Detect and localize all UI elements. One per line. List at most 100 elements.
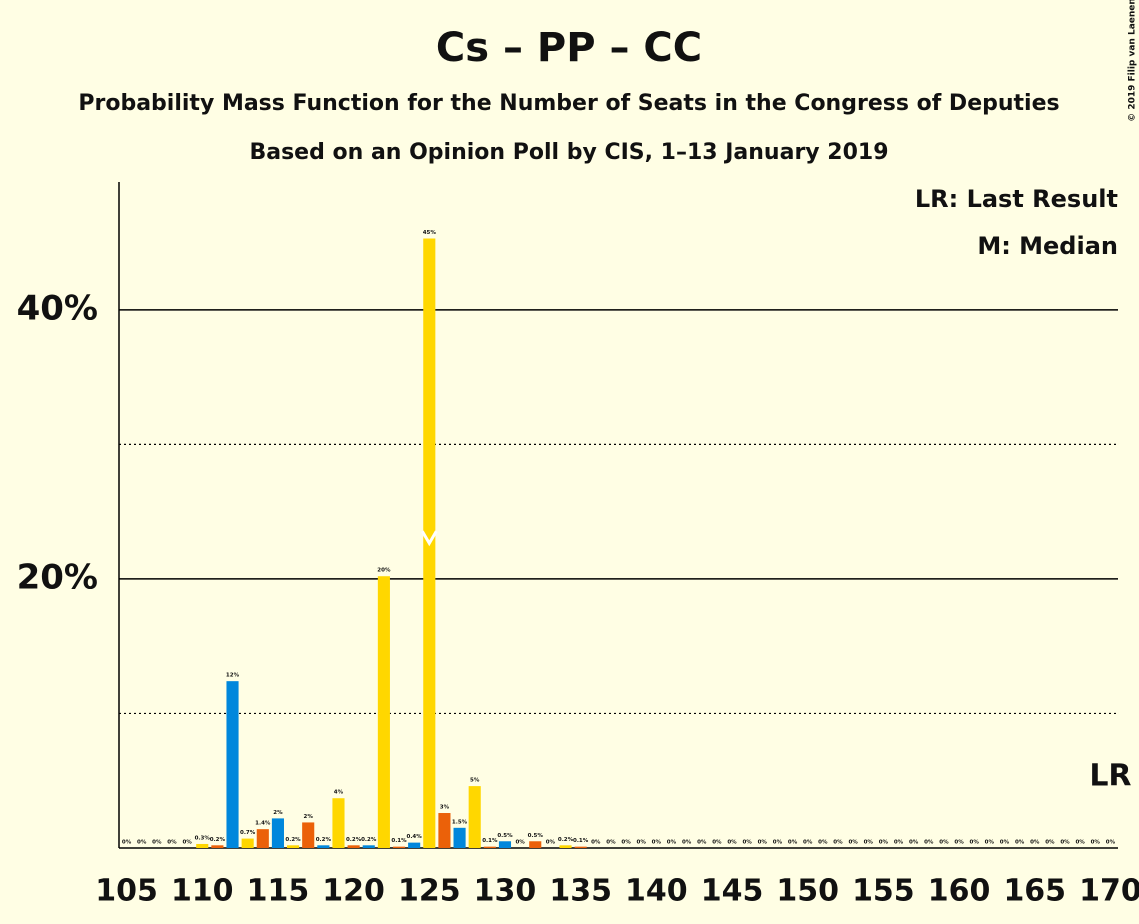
value-label: 2% <box>304 814 314 820</box>
value-label: 0% <box>818 840 828 846</box>
value-label: 0% <box>591 840 601 846</box>
value-label: 0% <box>727 840 737 846</box>
x-tick-label: 110 <box>171 874 234 909</box>
chart-title: Cs – PP – CC <box>436 25 702 71</box>
value-label: 0% <box>909 840 919 846</box>
bar <box>453 827 466 848</box>
value-label: 1.4% <box>255 821 271 827</box>
value-label: 0.5% <box>497 833 513 839</box>
value-label: 0% <box>152 840 162 846</box>
last-result-marker: LR <box>1089 759 1131 794</box>
value-label: 0% <box>1091 840 1101 846</box>
bar <box>408 842 421 848</box>
value-label: 0.2% <box>285 837 301 843</box>
value-label: 0.2% <box>210 837 226 843</box>
y-tick-label: 20% <box>17 557 98 597</box>
value-label: 0% <box>758 840 768 846</box>
median-marker <box>420 530 438 547</box>
value-label: 0% <box>1060 840 1070 846</box>
legend-text: M: Median <box>977 232 1118 260</box>
x-tick-label: 135 <box>549 874 612 909</box>
value-label: 0% <box>1075 840 1085 846</box>
value-label: 0% <box>1015 840 1025 846</box>
value-label: 12% <box>226 673 240 679</box>
y-tick-label: 40% <box>17 288 98 328</box>
bar <box>211 845 224 848</box>
value-label: 0% <box>122 840 132 846</box>
value-label: 0% <box>621 840 631 846</box>
value-label: 0% <box>788 840 798 846</box>
value-label: 0% <box>954 840 964 846</box>
value-label: 0% <box>879 840 889 846</box>
x-tick-label: 160 <box>928 874 991 909</box>
value-label: 0.2% <box>361 837 377 843</box>
bar <box>529 841 542 848</box>
value-label: 0% <box>652 840 662 846</box>
value-label: 0% <box>773 840 783 846</box>
value-label: 20% <box>377 568 391 574</box>
bar <box>498 841 512 848</box>
legend-text: LR: Last Result <box>915 185 1118 213</box>
value-label: 45% <box>423 230 437 236</box>
value-label: 0% <box>667 840 677 846</box>
bar <box>559 845 572 848</box>
x-tick-label: 130 <box>474 874 537 909</box>
x-tick-label: 170 <box>1079 874 1139 909</box>
bar <box>226 681 239 848</box>
value-label: 0% <box>848 840 858 846</box>
bar <box>468 786 481 848</box>
value-label: 0% <box>167 840 177 846</box>
x-tick-label: 115 <box>247 874 310 909</box>
bar <box>317 845 330 848</box>
value-label: 0.4% <box>407 834 423 840</box>
bar <box>271 818 284 848</box>
copyright: © 2019 Filip van Laenen <box>1128 0 1138 122</box>
x-tick-label: 120 <box>322 874 385 909</box>
value-label: 0% <box>939 840 949 846</box>
value-label: 0% <box>803 840 813 846</box>
bar <box>256 829 269 848</box>
value-label: 0% <box>182 840 192 846</box>
value-label: 0.5% <box>528 833 544 839</box>
value-label: 2% <box>273 810 283 816</box>
value-label: 0% <box>697 840 707 846</box>
value-label: 0% <box>864 840 874 846</box>
bar <box>574 846 587 848</box>
bar <box>483 846 496 848</box>
value-label: 0% <box>970 840 980 846</box>
bar <box>287 845 300 848</box>
value-label: 0.1% <box>482 838 498 844</box>
bar <box>377 576 390 848</box>
value-label: 0% <box>606 840 616 846</box>
value-label: 0.2% <box>316 837 332 843</box>
value-label: 1.5% <box>452 819 468 825</box>
x-tick-label: 150 <box>776 874 839 909</box>
value-label: 0% <box>924 840 934 846</box>
x-tick-label: 145 <box>701 874 764 909</box>
value-label: 0.3% <box>195 835 211 841</box>
value-label: 0.7% <box>240 830 256 836</box>
value-label: 0% <box>637 840 647 846</box>
value-label: 3% <box>440 805 450 811</box>
x-tick-label: 165 <box>1003 874 1066 909</box>
value-label: 0% <box>742 840 752 846</box>
x-tick-label: 140 <box>625 874 688 909</box>
bar <box>362 845 375 848</box>
bar <box>438 813 451 848</box>
value-label: 0% <box>985 840 995 846</box>
bar <box>302 822 315 848</box>
value-label: 0% <box>712 840 722 846</box>
bar <box>392 846 406 848</box>
value-label: 0% <box>1030 840 1040 846</box>
value-label: 5% <box>470 778 480 784</box>
value-label: 0% <box>546 840 556 846</box>
chart-subtitle: Probability Mass Function for the Number… <box>78 91 1059 116</box>
x-tick-label: 105 <box>95 874 158 909</box>
bar <box>347 845 360 848</box>
value-label: 0% <box>1106 840 1116 846</box>
value-label: 4% <box>334 790 344 796</box>
bar <box>241 838 254 848</box>
x-tick-label: 155 <box>852 874 915 909</box>
